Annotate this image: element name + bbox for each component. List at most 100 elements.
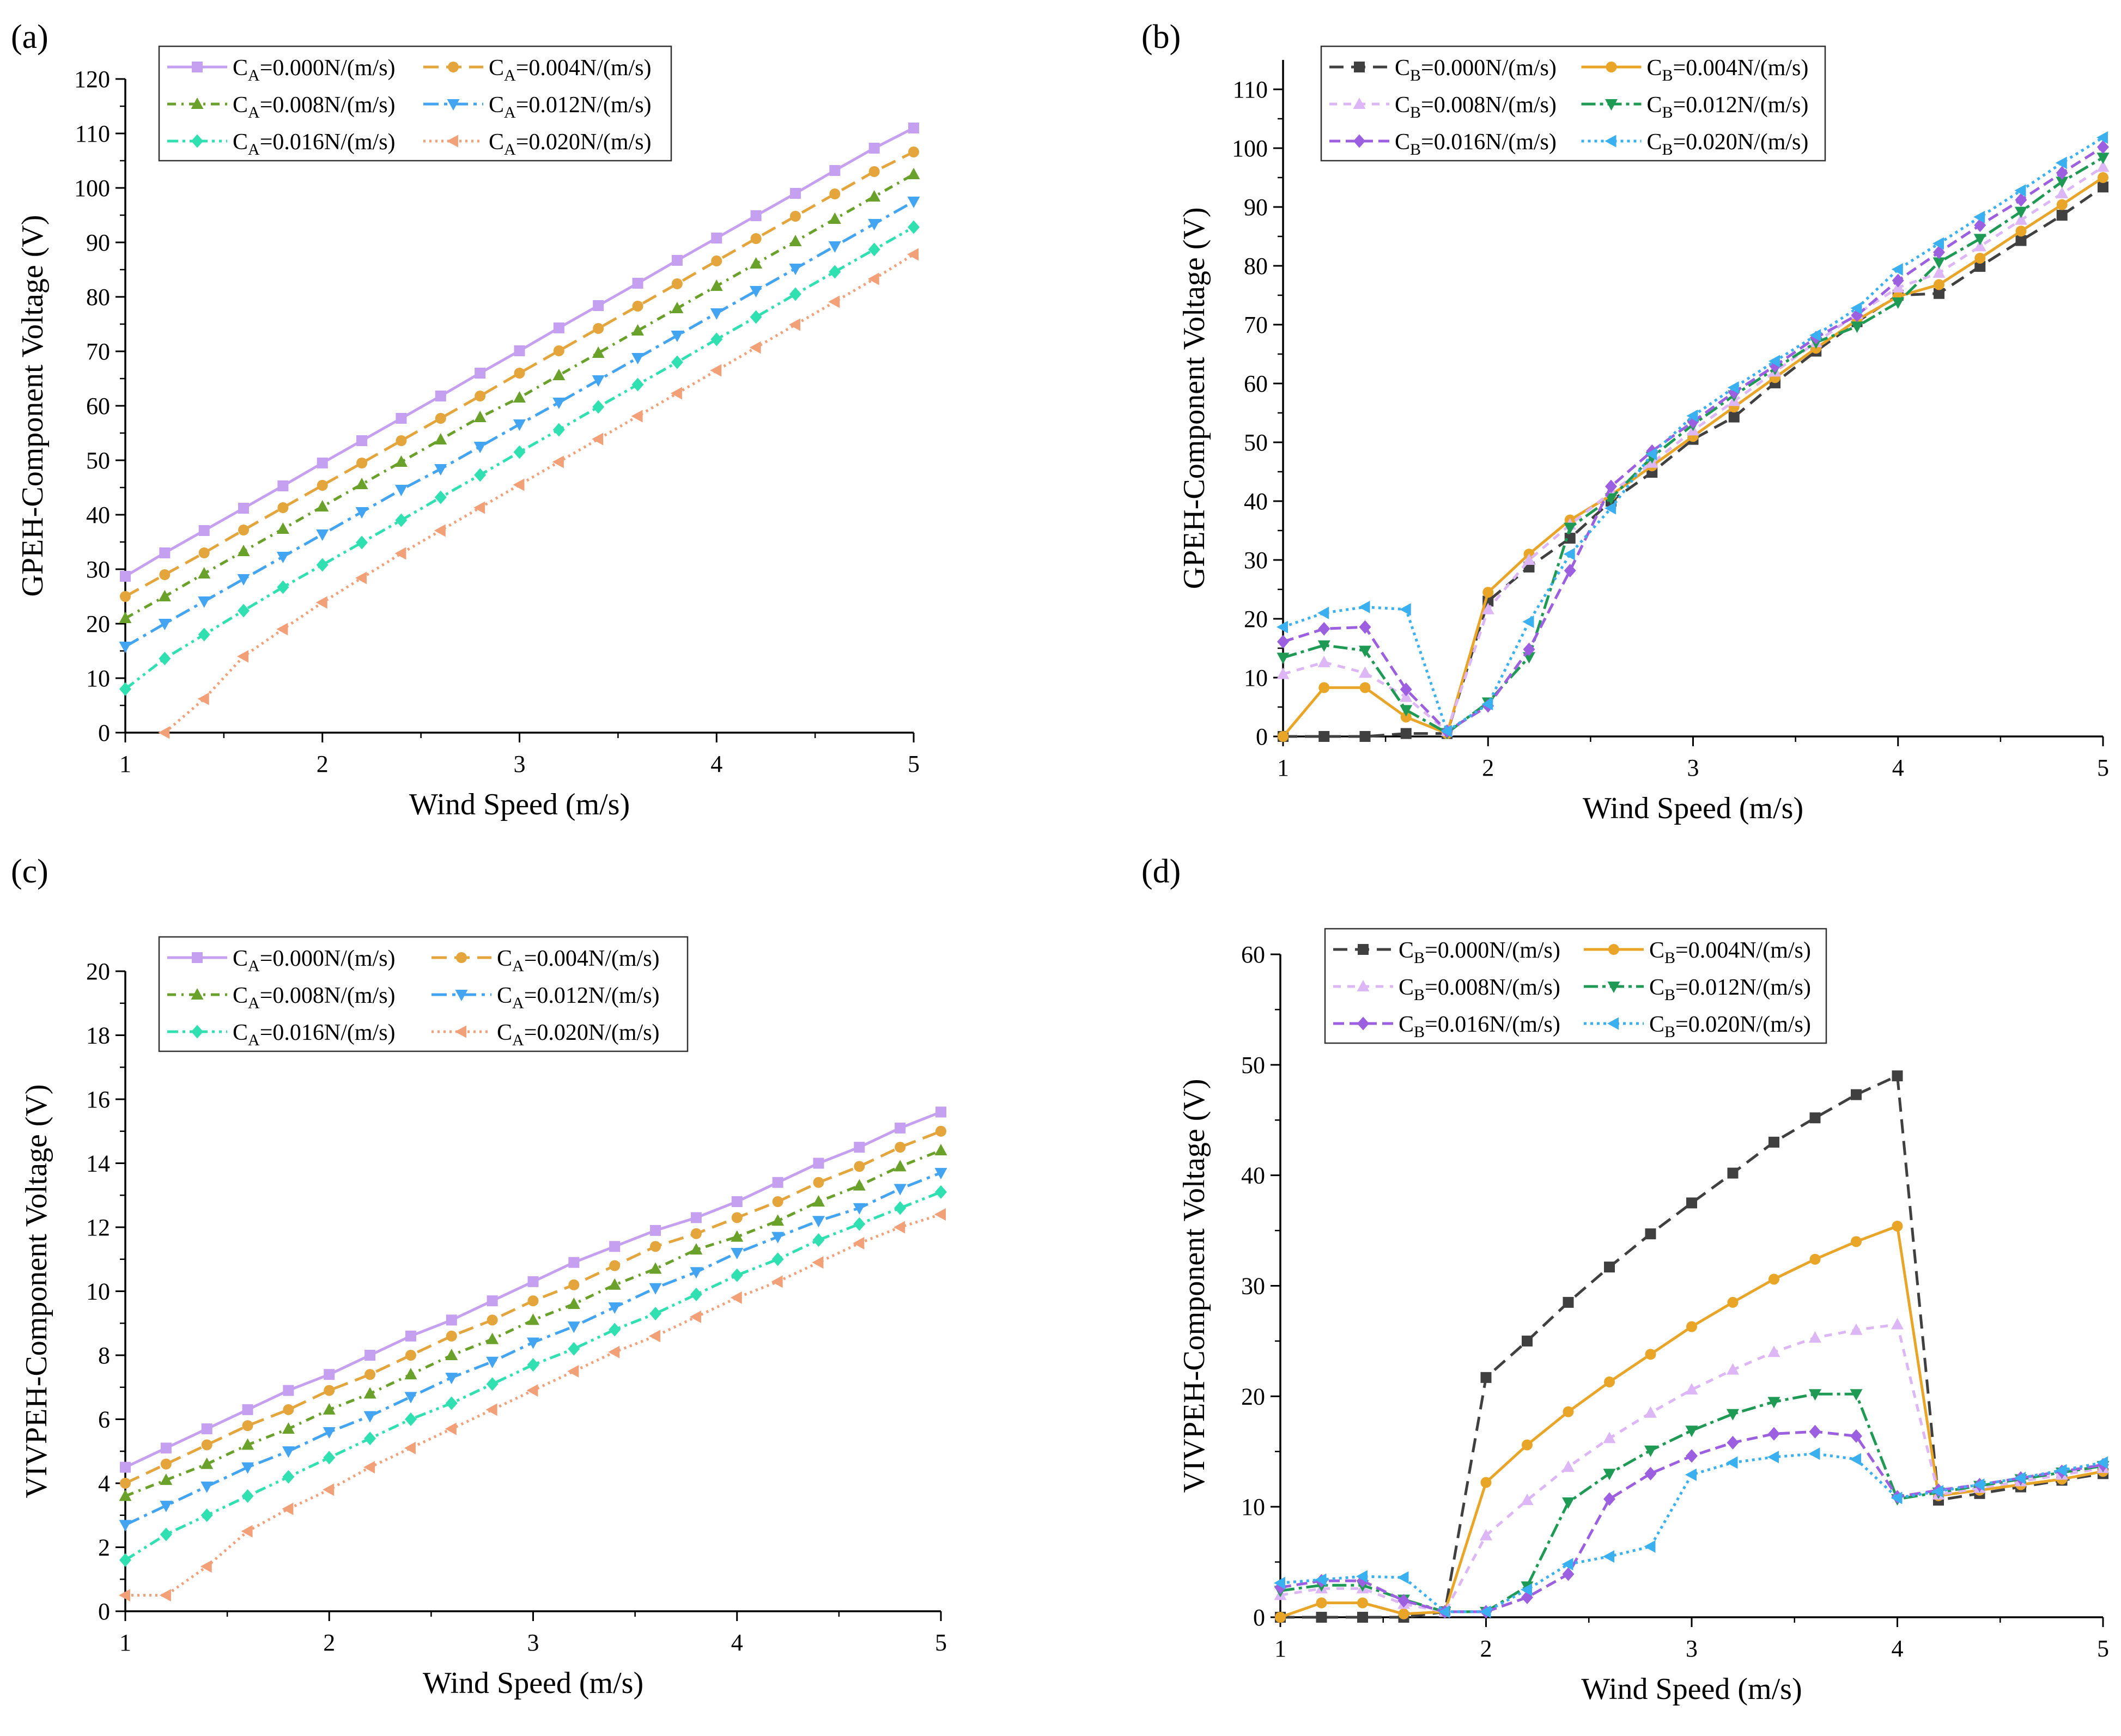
- data-point: [1521, 1493, 1534, 1505]
- data-point: [907, 168, 920, 179]
- x-tick-label: 1: [1274, 1635, 1286, 1662]
- series-line: [1280, 1074, 2104, 1619]
- series-3: [119, 1144, 947, 1501]
- data-point: [526, 1384, 538, 1397]
- data-point: [283, 1385, 294, 1396]
- data-point: [317, 480, 328, 491]
- legend-marker: [1353, 98, 1366, 109]
- series-line: [124, 1191, 941, 1562]
- legend-marker: [191, 988, 204, 1000]
- data-point: [1317, 606, 1329, 619]
- legend-label: CA=0.008N/(m/s): [233, 93, 396, 121]
- x-tick-label: 1: [119, 1629, 131, 1656]
- legend-label: CB=0.012N/(m/s): [1649, 975, 1811, 1004]
- legend-box: [158, 45, 672, 162]
- data-point: [276, 552, 289, 563]
- legend-label: CB=0.020N/(m/s): [1647, 130, 1809, 159]
- data-point: [1480, 1477, 1492, 1488]
- y-tick-label: 0: [98, 720, 110, 746]
- data-point: [1686, 1197, 1697, 1209]
- data-point: [1892, 1220, 1903, 1232]
- data-point: [1481, 602, 1494, 614]
- data-point: [1563, 547, 1575, 561]
- data-point: [829, 165, 841, 176]
- data-point: [2014, 184, 2026, 197]
- data-point: [649, 1262, 662, 1274]
- y-tick-label: 20: [86, 958, 110, 985]
- legend-item-2: CB=0.004N/(m/s): [1581, 56, 1808, 84]
- data-point: [473, 411, 487, 422]
- data-point: [1809, 328, 1821, 342]
- data-point: [405, 1350, 416, 1361]
- data-point: [276, 522, 289, 534]
- data-point: [1398, 1608, 1409, 1619]
- data-point: [1522, 615, 1534, 628]
- data-point: [119, 1489, 132, 1501]
- data-point: [1359, 645, 1371, 657]
- data-point: [198, 567, 211, 578]
- data-point: [1562, 1497, 1575, 1509]
- y-tick-label: 18: [86, 1022, 110, 1049]
- data-point: [1726, 1456, 1738, 1469]
- data-point: [446, 1314, 457, 1326]
- data-point: [241, 1525, 253, 1538]
- y-axis-label: GPEH-Component Voltage (V): [1177, 208, 1211, 589]
- data-point: [514, 368, 525, 379]
- data-point: [446, 1330, 457, 1342]
- data-point: [1973, 210, 1985, 223]
- data-point: [395, 513, 408, 527]
- data-point: [690, 1228, 702, 1239]
- data-point: [200, 1560, 212, 1573]
- legend-marker: [1357, 1016, 1369, 1031]
- data-point: [324, 1385, 335, 1396]
- data-point: [1317, 640, 1330, 652]
- series-2: [120, 1125, 946, 1489]
- y-tick-label: 120: [74, 66, 110, 93]
- data-point: [788, 318, 800, 331]
- data-point: [237, 545, 250, 556]
- legend-label: CA=0.012N/(m/s): [497, 983, 660, 1012]
- data-point: [2015, 206, 2027, 218]
- y-tick-label: 40: [1244, 488, 1268, 515]
- data-point: [812, 1216, 825, 1228]
- data-point: [434, 433, 447, 444]
- data-point: [1563, 1406, 1574, 1417]
- data-point: [1359, 682, 1371, 693]
- data-point: [894, 1201, 907, 1215]
- data-point: [1358, 600, 1370, 613]
- data-point: [812, 1256, 824, 1269]
- data-point: [908, 123, 919, 133]
- legend-label: CB=0.016N/(m/s): [1395, 130, 1557, 159]
- data-point: [1645, 1349, 1656, 1360]
- data-point: [435, 391, 446, 401]
- legend-marker: [191, 98, 204, 109]
- x-axis-label: Wind Speed (m/s): [423, 1666, 643, 1700]
- legend-label: CA=0.020N/(m/s): [497, 1020, 660, 1049]
- data-point: [1850, 302, 1862, 315]
- data-point: [1728, 411, 1740, 423]
- data-point: [1973, 240, 1986, 252]
- data-point: [1892, 1070, 1903, 1082]
- panel-label: (d): [1141, 853, 1181, 890]
- y-tick-label: 110: [1233, 76, 1268, 103]
- data-point: [120, 1478, 131, 1489]
- x-tick-label: 1: [1277, 754, 1289, 781]
- data-point: [323, 1403, 336, 1415]
- y-tick-label: 2: [98, 1534, 110, 1561]
- data-point: [237, 574, 250, 586]
- x-tick-label: 5: [935, 1629, 947, 1656]
- data-point: [731, 1196, 743, 1207]
- data-point: [771, 1252, 784, 1266]
- data-point: [513, 391, 526, 403]
- data-point: [1564, 533, 1576, 544]
- data-point: [1892, 297, 1905, 309]
- data-point: [1605, 502, 1616, 515]
- data-point: [316, 558, 329, 572]
- data-point: [730, 1291, 742, 1304]
- legend-item-4: CB=0.012N/(m/s): [1581, 93, 1808, 121]
- data-point: [120, 571, 131, 582]
- series-line: [124, 226, 915, 690]
- data-point: [1479, 1605, 1491, 1618]
- data-point: [609, 1241, 621, 1252]
- data-point: [750, 210, 762, 221]
